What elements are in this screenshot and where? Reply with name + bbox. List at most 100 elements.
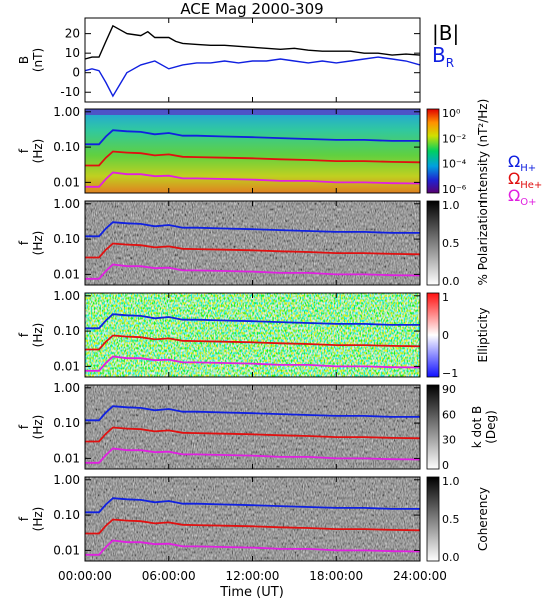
legend-b-r: BR	[432, 43, 454, 70]
colorbar-coherency-label: Coherency	[476, 487, 490, 551]
x-axis-label: Time (UT)	[219, 585, 284, 600]
intensity-ylabel-line: f	[17, 148, 31, 153]
gyro-curve-o-intensity	[85, 171, 421, 188]
intensity-ylabel-line: (Hz)	[31, 139, 45, 164]
colorbar-intensity-label: Intensity (nT²/Hz)	[476, 99, 490, 204]
field-ytick-label: -10	[60, 85, 80, 99]
gyro-curve-he-coherency	[85, 518, 421, 535]
x-tick-label: 00:00:00	[58, 569, 112, 583]
colorbar-ellipticity	[426, 292, 440, 378]
legend-gyro-main: Ω	[508, 152, 520, 171]
gyro-curve-o-coherency	[85, 539, 421, 556]
series-line-b-total	[84, 24, 421, 60]
colorbar-coherency-tick: 0.0	[442, 551, 460, 564]
panel-polarization: 1.00 0.10 0.01 f(Hz) 1.0 0.5 0.0 % Polarization	[17, 197, 490, 288]
coherency-ylabel: f(Hz)	[17, 507, 45, 532]
colorbar-kdotb-label-line: k dot B	[470, 406, 484, 448]
x-axis: 00:00:00 06:00:00 12:00:00 18:00:00 24:00:00	[58, 18, 447, 583]
gyro-curve-he-kdotb	[85, 426, 421, 443]
colorbar-intensity-tick: 10⁻⁶	[442, 183, 467, 196]
gyro-curve-h-ellipticity	[85, 313, 420, 330]
polarization-ytick-label: 0.01	[53, 267, 80, 281]
ellipticity-ylabel: f(Hz)	[17, 323, 45, 348]
legend-gyro-sub: He+	[520, 180, 542, 191]
gyro-curve-h-polarization	[85, 221, 420, 238]
kdotb-ytick-label: 0.01	[53, 451, 80, 465]
x-tick-label: 18:00:00	[309, 569, 363, 583]
legend-gyro-main: Ω	[508, 186, 520, 205]
colorbar-kdotb-tick: 60	[442, 408, 456, 421]
colorbar-ellipticity-tick: −1	[442, 367, 458, 380]
kdotb-ytick-label: 0.10	[53, 416, 80, 430]
polarization-ylabel-line: f	[17, 240, 31, 245]
gyro-curve-he-polarization	[85, 242, 421, 259]
gyro-curve-he-intensity	[85, 150, 421, 167]
colorbar-coherency-tick: 0.5	[442, 513, 460, 526]
gyro-curve-o-kdotb	[85, 447, 421, 464]
colorbar-intensity-tick: 10⁰	[442, 107, 461, 120]
colorbar-ellipticity-tick: 0	[442, 329, 449, 342]
legend-b-total: |B|	[432, 21, 459, 45]
ellipticity-ylabel-line: (Hz)	[31, 323, 45, 348]
colorbar-kdotb-tick: 90	[442, 383, 456, 396]
coherency-ytick-label: 0.10	[53, 508, 80, 522]
legend-gyro-sub: O+	[520, 197, 536, 208]
x-tick-label: 06:00:00	[142, 569, 196, 583]
ellipticity-ytick-label: 1.00	[53, 289, 80, 303]
colorbar-kdotb-label-line: (Deg)	[484, 410, 498, 444]
ellipticity-ytick-label: 0.01	[53, 359, 80, 373]
kdotb-ylabel-line: f	[17, 424, 31, 429]
intensity-ytick-label: 0.10	[53, 140, 80, 154]
panel-field-bg	[85, 18, 420, 102]
coherency-ytick-label: 1.00	[53, 473, 80, 487]
series-line-b-r	[84, 56, 421, 98]
polarization-ytick-label: 1.00	[53, 197, 80, 211]
legend-b-r-main: B	[432, 43, 446, 67]
colorbar-polarization-tick: 0.0	[442, 275, 460, 288]
coherency-ylabel-line: f	[17, 516, 31, 521]
figure-title: ACE Mag 2000-309	[180, 0, 323, 18]
x-tick-label: 12:00:00	[226, 569, 280, 583]
ellipticity-ylabel-line: f	[17, 332, 31, 337]
gyro-curve-he-ellipticity	[85, 334, 421, 351]
colorbar-polarization	[426, 200, 440, 286]
gyro-curve-h-kdotb	[85, 405, 420, 422]
colorbar-ellipticity-tick: 1	[442, 291, 449, 304]
colorbar-polarization-tick: 0.5	[442, 237, 460, 250]
colorbar-coherency-tick: 1.0	[442, 475, 460, 488]
colorbar-intensity-tick: 10⁻²	[442, 132, 466, 145]
panel-kdotb: 1.00 0.10 0.01 f(Hz) 90 60 30 0 k dot B(Deg)	[17, 381, 498, 472]
panel-ellipticity: 1.00 0.10 0.01 f(Hz) 1 0 −1 Ellipticity	[17, 289, 490, 380]
colorbar-kdotb-tick: 0	[442, 459, 449, 472]
gyro-curve-o-ellipticity	[85, 355, 421, 372]
field-ytick-label: 20	[65, 27, 80, 41]
colorbar-ellipticity-label: Ellipticity	[476, 308, 490, 363]
colorbar-coherency	[426, 476, 440, 562]
colorbar-polarization-tick: 1.0	[442, 199, 460, 212]
field-ylabel: B(nT)	[17, 48, 45, 72]
legend-gyro-sub: H+	[520, 163, 536, 174]
ellipticity-ytick-label: 0.10	[53, 324, 80, 338]
legend-b-r-sub: R	[446, 56, 454, 70]
intensity-ylabel: f(Hz)	[17, 139, 45, 164]
polarization-ytick-label: 0.10	[53, 232, 80, 246]
panel-intensity: 1.00 0.10 0.01 f(Hz) 10⁰ 10⁻² 10⁻⁴ 10⁻⁶ Intensit…	[17, 99, 542, 208]
kdotb-ylabel: f(Hz)	[17, 415, 45, 440]
colorbar-intensity-tick: 10⁻⁴	[442, 158, 467, 171]
legend-gyro-h: ΩH+	[508, 152, 536, 174]
x-tick-label: 24:00:00	[393, 569, 447, 583]
polarization-ylabel: f(Hz)	[17, 231, 45, 256]
field-ylabel-line: (nT)	[31, 48, 45, 72]
gyro-curve-o-polarization	[85, 263, 421, 280]
colorbar-kdotb	[426, 384, 440, 470]
field-ylabel-line: B	[17, 56, 31, 64]
panel-coherency: 1.00 0.10 0.01 f(Hz) 1.0 0.5 0.0 Coherency	[17, 473, 490, 564]
coherency-ytick-label: 0.01	[53, 543, 80, 557]
legend-gyro-o: ΩO+	[508, 186, 536, 208]
kdotb-ytick-label: 1.00	[53, 381, 80, 395]
intensity-ytick-label: 1.00	[53, 105, 80, 119]
legend-gyro-main: Ω	[508, 169, 520, 188]
gyro-curve-h-coherency	[85, 497, 420, 514]
